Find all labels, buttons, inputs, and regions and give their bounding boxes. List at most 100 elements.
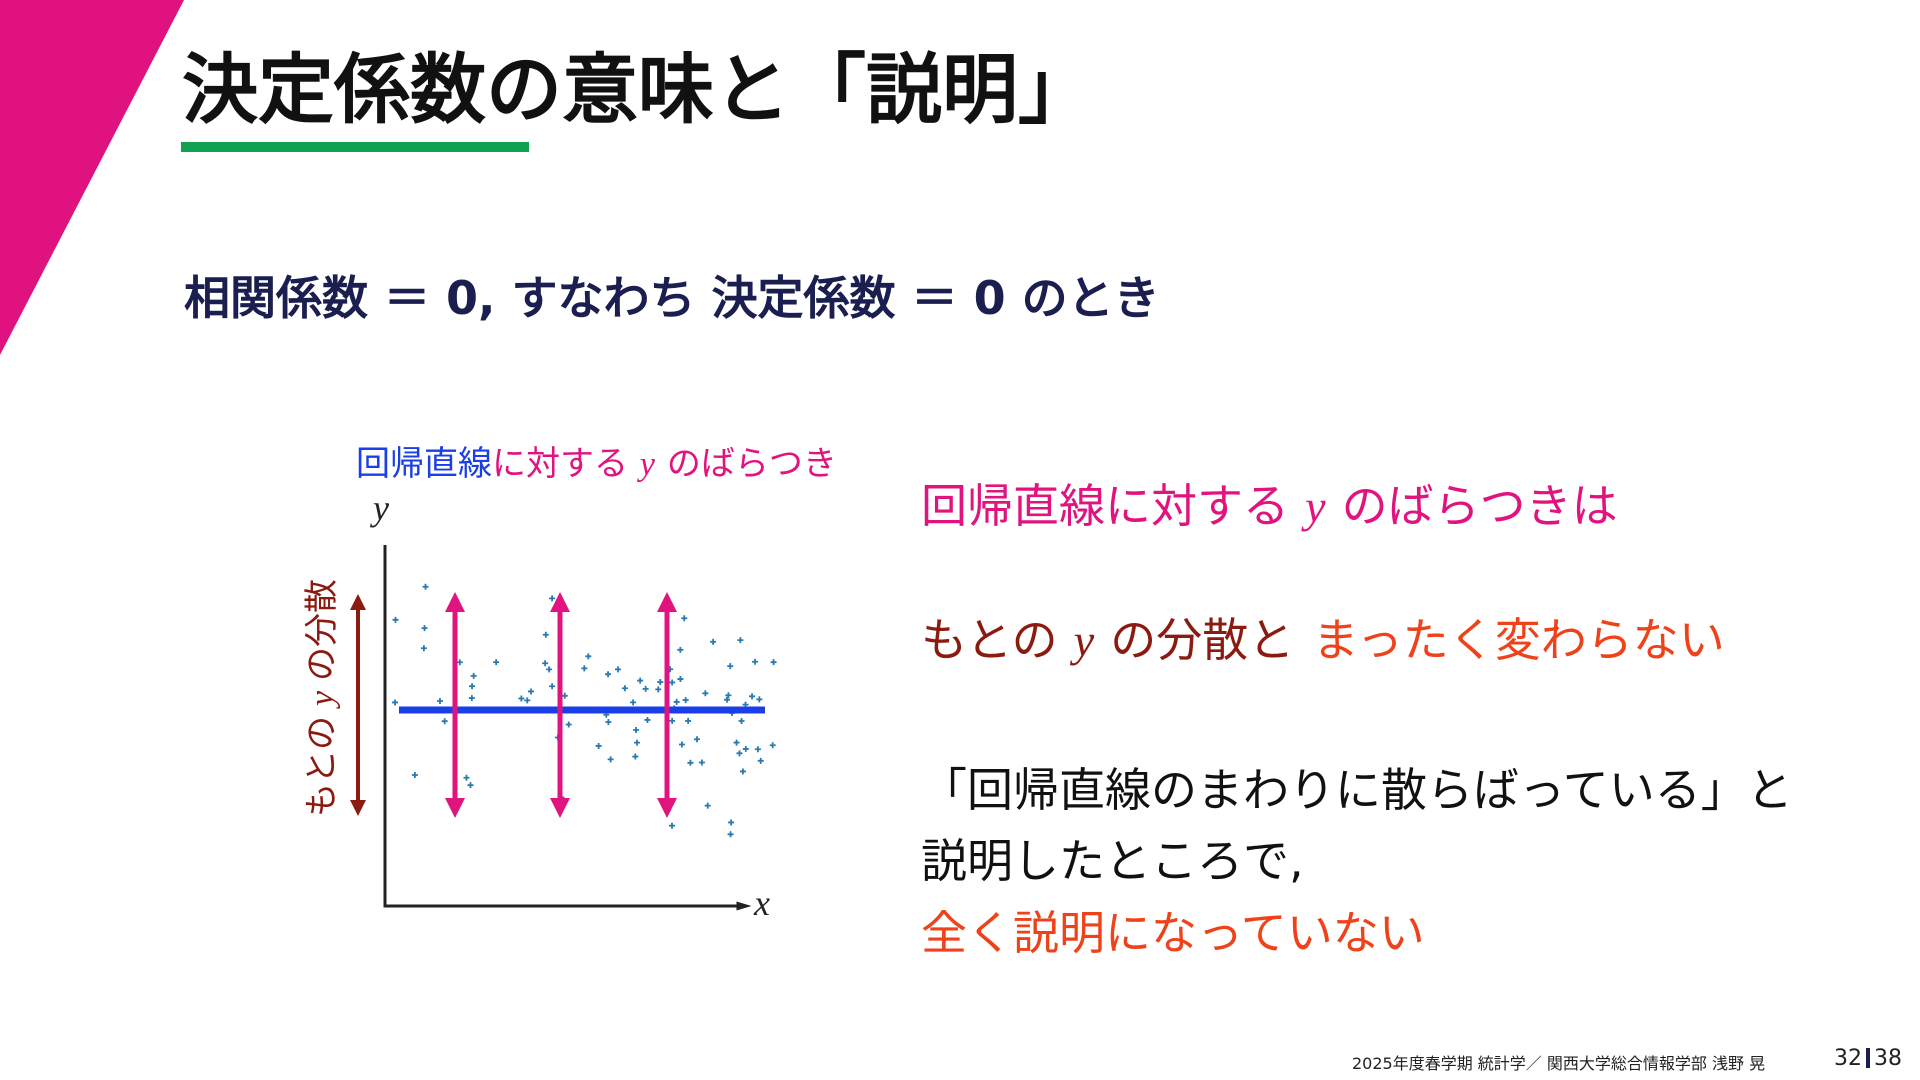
body-line: もとの y の分散と まったく変わらない	[921, 604, 1725, 670]
scatter-point	[549, 683, 556, 690]
scatter-point	[605, 719, 612, 726]
scatter-point	[585, 653, 592, 660]
scatter-point	[657, 679, 664, 686]
scatter-point	[634, 739, 641, 746]
scatter-point	[727, 831, 734, 838]
text: 回帰直線に対する	[921, 479, 1289, 533]
scatter-point	[737, 637, 744, 644]
scatter-point	[456, 659, 463, 666]
y-axis-label: y	[370, 488, 389, 528]
scatter-point	[655, 686, 662, 693]
scatter-point	[633, 726, 640, 733]
scatter-point	[542, 631, 549, 638]
body-line: 説明したところで,	[921, 834, 1304, 888]
label-part: のばらつき	[666, 444, 837, 484]
scatter-point	[710, 638, 717, 645]
scatter-point	[687, 759, 694, 766]
label-part: 回帰直線	[356, 444, 492, 484]
scatter-point	[621, 685, 628, 692]
scatter-point	[644, 716, 651, 723]
label-var: y	[639, 446, 655, 483]
scatter-point	[770, 659, 777, 666]
x-axis-label: x	[753, 883, 770, 923]
scatter-point	[736, 750, 743, 757]
scatter-point	[468, 695, 475, 702]
scatter-point	[682, 697, 689, 704]
scatter-point	[467, 782, 474, 789]
text: のばらつきは	[1341, 479, 1618, 533]
scatter-point	[738, 718, 745, 725]
var: y	[1305, 481, 1326, 532]
total: 38	[1874, 1046, 1902, 1071]
scatter-point	[581, 665, 588, 672]
scatter-point	[561, 692, 568, 699]
scatter-point	[673, 698, 680, 705]
scatter-point	[677, 646, 684, 653]
scatter-point	[441, 718, 448, 725]
scatter-point	[669, 717, 676, 724]
scatter-point	[704, 802, 711, 809]
variance-label-var: y	[304, 690, 341, 709]
scatter-point	[422, 583, 429, 590]
scatter-point	[615, 666, 622, 673]
scatter-point	[669, 822, 676, 829]
scatter-point	[549, 595, 556, 602]
scatter-point	[769, 742, 776, 749]
scatter-point	[728, 819, 735, 826]
scatter-point	[527, 688, 534, 695]
scatter-point	[546, 666, 553, 673]
variance-label-part: もとの	[302, 716, 342, 817]
scatter-point	[463, 774, 470, 781]
scatter-point	[685, 717, 692, 724]
separator	[1866, 1048, 1870, 1068]
subtitle: 相関係数 ＝ 0, すなわち 決定係数 ＝ 0 のとき	[184, 271, 1160, 325]
scatter-point	[436, 697, 443, 704]
scatter-point	[630, 699, 637, 706]
scatter-point	[733, 739, 740, 746]
axes	[383, 545, 752, 911]
title-underline	[181, 142, 529, 152]
page-number: 32 38	[1834, 1046, 1902, 1071]
scatter-point	[727, 663, 734, 670]
scatter-point	[469, 683, 476, 690]
variance-label-part: の分散	[302, 579, 342, 681]
emphasis: まったく変わらない	[1312, 613, 1725, 667]
scatter-point	[524, 697, 531, 704]
scatter-point	[392, 616, 399, 623]
label-part: に対する	[492, 444, 628, 484]
scatter-point	[693, 736, 700, 743]
body-line: 回帰直線に対する y のばらつきは	[921, 470, 1618, 536]
scatter-point	[493, 659, 500, 666]
scatter-point	[411, 771, 418, 778]
scatter-point	[518, 695, 525, 702]
page: 32	[1834, 1046, 1862, 1071]
body-line: 「回帰直線のまわりに散らばっている」と	[921, 763, 1793, 817]
scatter-point	[751, 658, 758, 665]
corner-triangle	[0, 0, 184, 355]
text: の分散と	[1110, 613, 1295, 667]
scatter-point	[739, 768, 746, 775]
scatter-point	[607, 756, 614, 763]
scatter-point	[724, 696, 731, 703]
scatter-point	[565, 721, 572, 728]
scatter-point	[698, 759, 705, 766]
scatter-point	[702, 690, 709, 697]
variance-label: もとの y の分散	[302, 579, 342, 817]
scatter-point	[742, 745, 749, 752]
scatter-point	[392, 699, 399, 706]
scatter-point	[725, 692, 732, 699]
scatter-point	[677, 676, 684, 683]
scatter-point	[754, 746, 761, 753]
slide-title: 決定係数の意味と「説明」	[182, 45, 1094, 134]
scatter-point	[420, 645, 427, 652]
scatter-point	[756, 696, 763, 703]
scatter-point	[669, 679, 676, 686]
var: y	[1073, 615, 1095, 666]
scatter-point	[542, 660, 549, 667]
scatter-point	[642, 685, 649, 692]
body-line: 全く説明になっていない	[921, 906, 1425, 960]
scatter-point	[681, 615, 688, 622]
scatter-point	[421, 625, 428, 632]
